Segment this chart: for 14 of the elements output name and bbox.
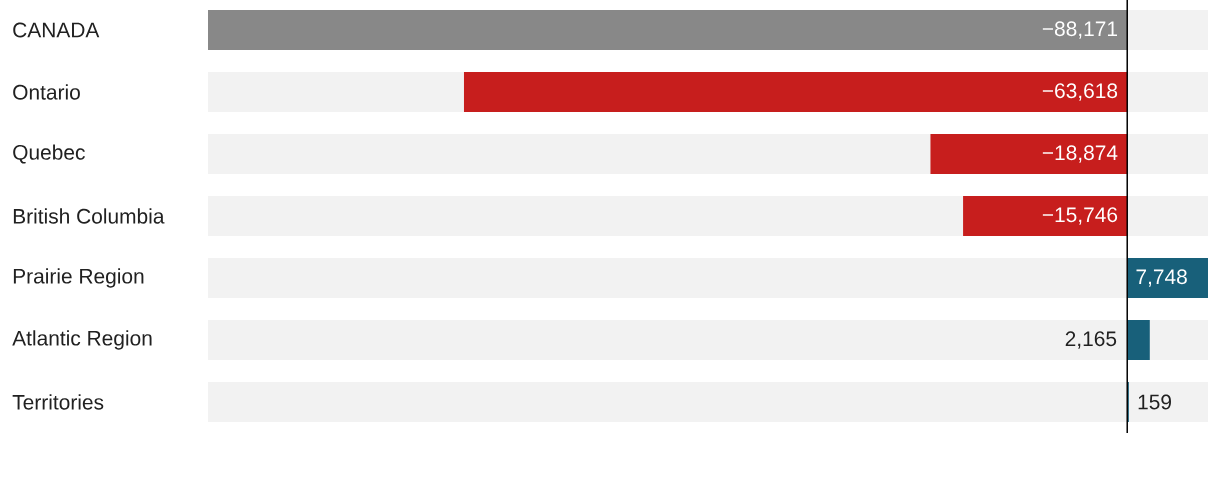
y-tick-label: CANADA <box>13 22 100 38</box>
y-tick-label: Atlantic Region <box>12 330 152 350</box>
y-tick-label: Quebec <box>13 144 85 164</box>
y-tick-label: Prairie Region <box>13 268 144 288</box>
data-label: 2,165 <box>1065 331 1117 349</box>
y-tick-label: Territories <box>12 394 104 410</box>
data-label: −63,618 <box>1042 83 1118 101</box>
data-label: −18,874 <box>1042 145 1118 163</box>
data-label: 7,748 <box>1136 269 1187 287</box>
data-label: −15,746 <box>1042 207 1118 225</box>
data-label: −88,171 <box>1042 21 1117 39</box>
y-tick-label: Ontario <box>13 84 80 100</box>
data-label: 159 <box>1138 394 1171 410</box>
y-tick-label: British Columbia <box>13 208 165 224</box>
